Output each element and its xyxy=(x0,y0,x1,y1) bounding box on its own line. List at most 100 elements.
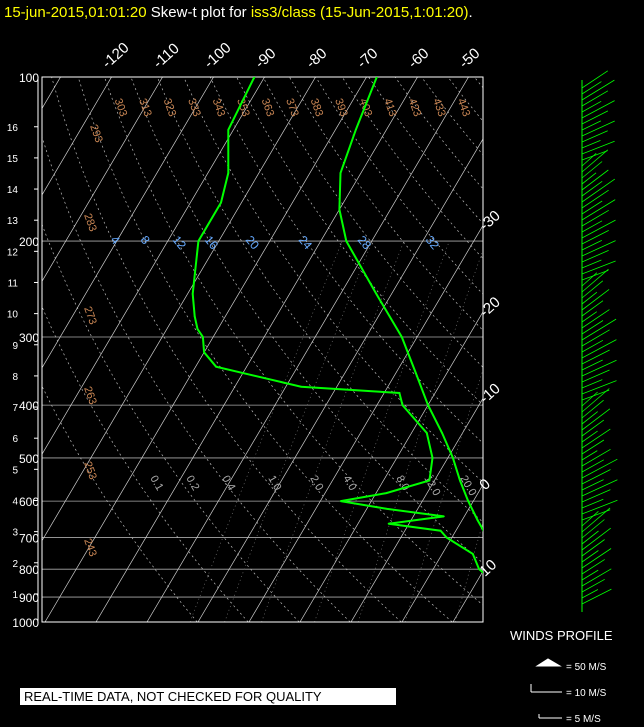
isotherm-line xyxy=(42,77,214,369)
dry-adiabat-label: 353 xyxy=(234,97,252,118)
dewpoint-point xyxy=(227,128,230,131)
wind-barb xyxy=(581,469,611,485)
dewpoint-point xyxy=(445,536,448,539)
height-tick-label: 1 xyxy=(12,590,18,601)
mixing-ratio-label: 20 xyxy=(243,233,263,252)
mixing-ratio-line xyxy=(314,240,450,622)
title-timestamp: 15-jun-2015,01:01:20 xyxy=(4,4,147,21)
mixing-ratio-line xyxy=(261,240,405,622)
wind-barb xyxy=(581,588,612,605)
dry-adiabat xyxy=(183,77,483,483)
temperature-point xyxy=(338,208,341,211)
dry-adiabat-label: 343 xyxy=(210,97,228,118)
pressure-tick-label: 200 xyxy=(19,235,39,249)
dry-adiabat xyxy=(209,77,483,444)
dewpoint-point xyxy=(471,553,474,555)
wind-barb xyxy=(581,172,597,185)
wind-barb xyxy=(581,180,603,197)
dry-adiabat xyxy=(289,77,483,331)
wind-barb xyxy=(581,240,602,251)
wind-barb xyxy=(581,309,610,329)
isotherm-line xyxy=(401,484,483,622)
height-tick-label: 14 xyxy=(7,185,19,196)
wind-barb xyxy=(581,399,604,419)
wind-barb xyxy=(581,81,602,95)
wind-barb xyxy=(581,411,598,425)
height-tick-label: 16 xyxy=(7,123,19,134)
dewpoint-point xyxy=(203,351,206,354)
dewpoint-point xyxy=(385,492,388,494)
wind-barb xyxy=(581,430,598,443)
wind-barb xyxy=(581,479,604,491)
wind-barb xyxy=(581,550,599,563)
dry-adiabat-label: 443 xyxy=(455,97,473,118)
mixing-ratio-label: 4.0 xyxy=(340,474,358,493)
wind-barb xyxy=(581,578,605,593)
wind-barb xyxy=(581,379,603,389)
wind-barb xyxy=(581,408,611,431)
isotherm-line xyxy=(42,77,163,283)
wind-barb xyxy=(581,349,610,365)
wind-barb xyxy=(581,479,618,497)
temperature-point xyxy=(441,432,443,434)
dry-adiabat xyxy=(447,77,483,122)
pressure-tick-label: 300 xyxy=(19,331,39,345)
wind-barb xyxy=(581,339,617,359)
mixing-ratio-line xyxy=(455,521,483,622)
pressure-tick-label: 500 xyxy=(19,452,39,466)
wind-key-flag xyxy=(535,658,562,667)
mixing-ratio-line xyxy=(528,241,628,622)
wind-barb xyxy=(581,260,616,275)
wind-barb xyxy=(581,458,618,479)
wind-barb xyxy=(581,519,605,539)
wind-barb xyxy=(581,189,609,209)
dewpoint-point xyxy=(193,315,196,318)
height-tick-label: 10 xyxy=(7,310,19,321)
wind-barb xyxy=(581,149,609,173)
wind-barb xyxy=(581,311,598,323)
series-layer xyxy=(191,77,525,590)
wind-barb xyxy=(581,120,602,131)
isotherm-top-label: -80 xyxy=(303,45,330,72)
wind-barb xyxy=(581,527,611,551)
wind-barb xyxy=(581,280,604,299)
dewpoint-point xyxy=(478,568,480,571)
isotherm-line xyxy=(197,138,483,622)
dry-adiabat-label: 333 xyxy=(185,97,203,118)
temperature-point xyxy=(375,293,378,295)
wind-barb xyxy=(581,153,597,167)
wind-barb xyxy=(581,178,616,203)
mixing-ratio-label: 28 xyxy=(355,233,375,252)
temperature-point xyxy=(523,588,525,590)
dewpoint-point xyxy=(215,365,218,368)
dewpoint-point xyxy=(425,432,428,434)
temperature-point xyxy=(452,457,454,459)
height-tick-label: 12 xyxy=(7,247,19,258)
mixing-ratio-label: 2.0 xyxy=(307,474,325,493)
dry-adiabat xyxy=(501,77,644,622)
wind-barb xyxy=(581,548,612,569)
isotherm-top-label: -120 xyxy=(99,39,133,72)
dewpoint-point xyxy=(386,508,389,510)
mixing-ratio-label: 4 xyxy=(108,233,123,247)
temperature-point xyxy=(467,500,470,502)
temperature-point xyxy=(459,479,461,482)
wind-barb xyxy=(581,419,605,437)
dry-adiabat-label: 303 xyxy=(112,97,130,118)
dry-adiabat xyxy=(394,77,483,190)
plot-grid xyxy=(42,77,644,622)
wind-barb xyxy=(581,568,612,587)
wind-key-barb-full xyxy=(530,684,562,693)
mixing-ratio-line xyxy=(224,240,373,622)
isotherm-line xyxy=(299,311,483,622)
dry-adiabat-label: 433 xyxy=(430,97,448,118)
wind-barb xyxy=(581,450,598,461)
wind-barb xyxy=(581,448,611,467)
height-tick-label: 3 xyxy=(12,528,18,539)
mixing-ratio-label: 0.1 xyxy=(147,474,165,493)
temperature-point xyxy=(339,172,342,174)
dewpoint-point xyxy=(497,588,499,590)
height-tick-label: 7 xyxy=(12,403,18,414)
wind-barb xyxy=(581,70,609,89)
mixing-ratio-line xyxy=(404,368,483,622)
